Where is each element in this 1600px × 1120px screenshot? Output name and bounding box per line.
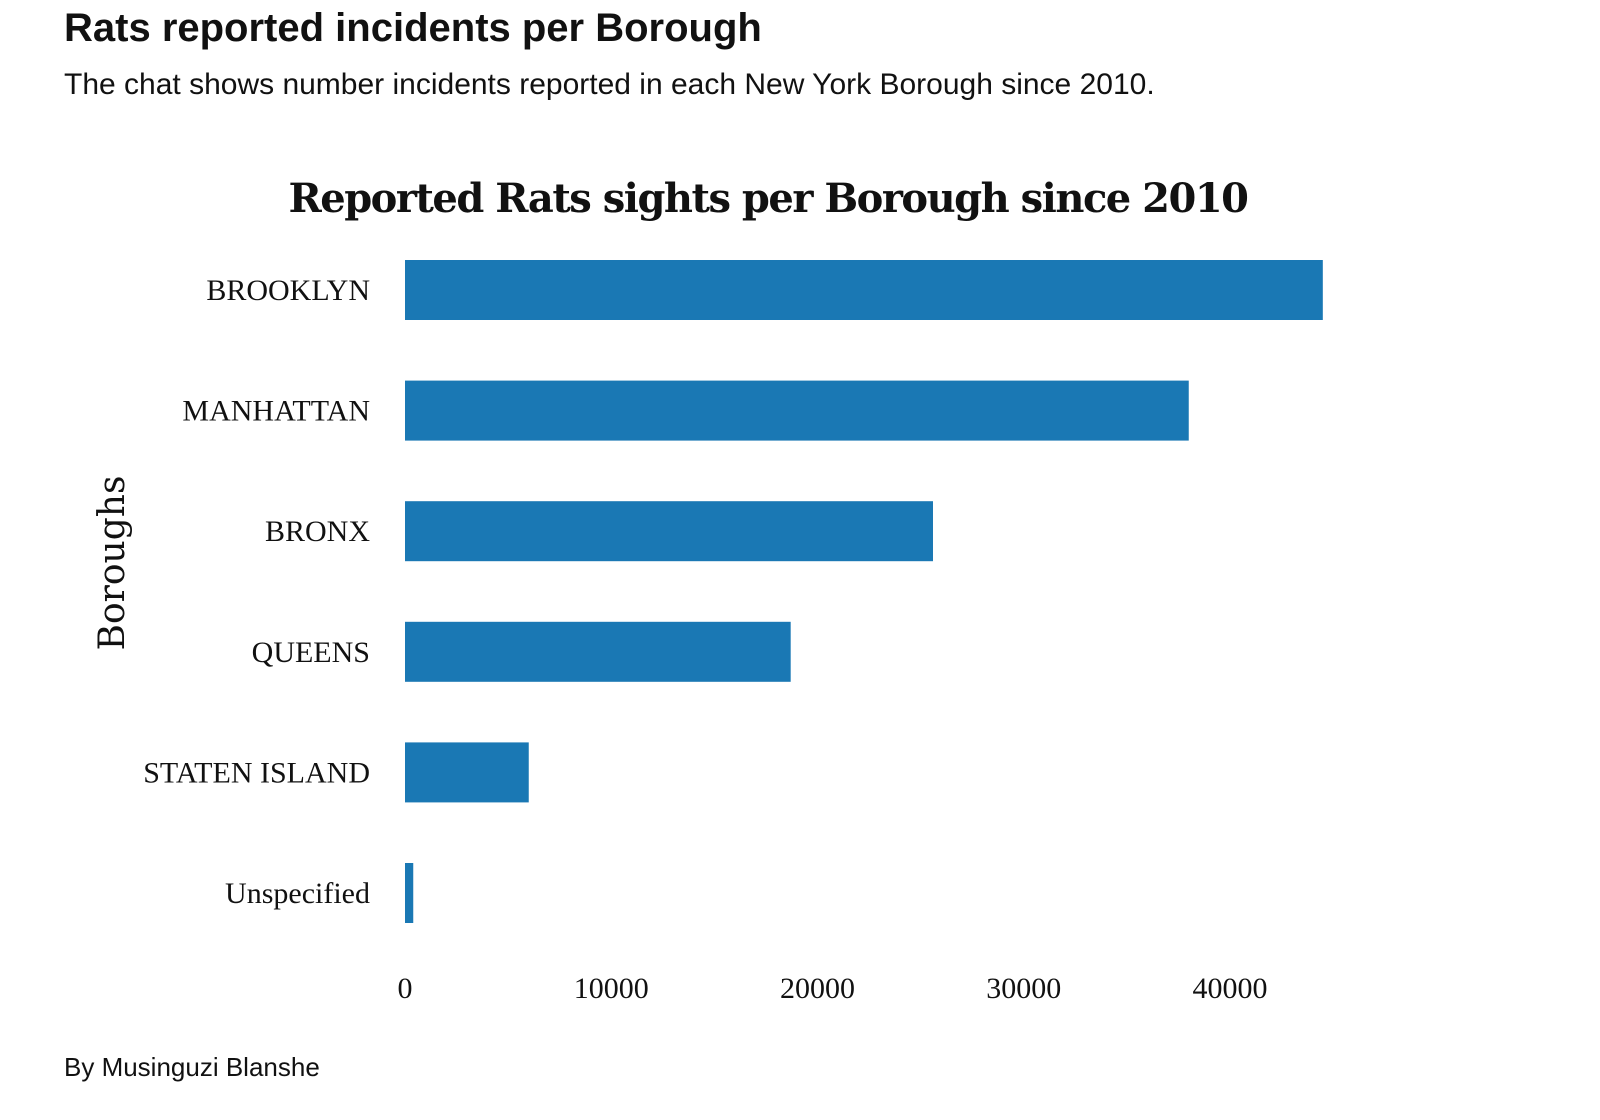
page-subtitle: The chat shows number incidents reported… xyxy=(64,68,1155,101)
category-label: MANHATTAN xyxy=(182,395,370,428)
y-axis-title: Boroughs xyxy=(92,476,133,651)
category-label: QUEENS xyxy=(252,636,370,669)
page-title: Rats reported incidents per Borough xyxy=(64,6,762,50)
x-tick-label: 10000 xyxy=(574,972,649,1005)
author-credit: By Musinguzi Blanshe xyxy=(64,1052,320,1082)
category-labels: BROOKLYN MANHATTAN BRONX QUEENS STATEN ISLAN… xyxy=(143,274,370,910)
bar-bronx xyxy=(405,501,933,562)
bar-queens xyxy=(405,621,791,682)
category-label: BROOKLYN xyxy=(206,274,370,307)
chart-title: Reported Rats sights per Borough since 2… xyxy=(289,175,1248,222)
x-tick-labels: 0 10000 20000 30000 40000 xyxy=(398,972,1268,1005)
category-label: Unspecified xyxy=(225,877,370,910)
x-tick-label: 40000 xyxy=(1193,972,1268,1005)
bar-manhattan xyxy=(405,380,1189,441)
category-label: STATEN ISLAND xyxy=(143,756,370,789)
bar-unspecified xyxy=(405,863,414,923)
category-label: BRONX xyxy=(265,515,370,548)
x-tick-label: 0 xyxy=(398,972,413,1005)
x-tick-label: 20000 xyxy=(780,972,855,1005)
x-tick-label: 30000 xyxy=(986,972,1061,1005)
bars-group xyxy=(405,260,1323,923)
bar-brooklyn xyxy=(405,260,1323,320)
bar-staten-island xyxy=(405,742,529,803)
